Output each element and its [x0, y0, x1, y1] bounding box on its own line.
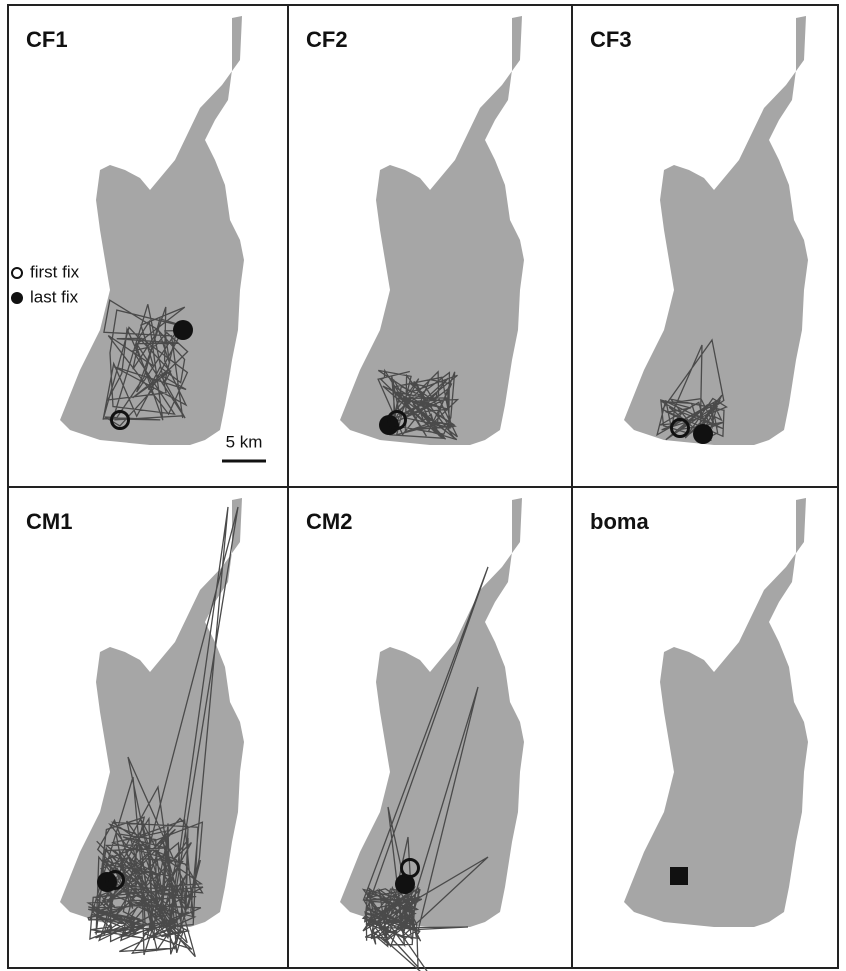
legend-first-symbol [11, 267, 23, 279]
park-outline [624, 498, 808, 927]
park-outline [60, 16, 244, 445]
legend-first: first fix [30, 262, 80, 281]
map-panel: boma [590, 498, 808, 927]
panel-label: boma [590, 509, 649, 534]
last-fix [395, 874, 415, 894]
map-panel: CM2 [306, 498, 524, 971]
map-panel: CM1 [26, 498, 244, 958]
track [86, 506, 239, 958]
boma-marker [670, 867, 688, 885]
maps: CF1 CF2 CF3 CM1 CM2 boma [26, 16, 808, 971]
map-panel: CF2 [306, 16, 524, 445]
last-fix [693, 424, 713, 444]
park-outline [624, 16, 808, 445]
last-fix [173, 320, 193, 340]
first-fix [387, 410, 407, 430]
park-outline [340, 16, 524, 445]
panel-label: CF3 [590, 27, 632, 52]
track [102, 299, 193, 427]
panel-label: CF1 [26, 27, 68, 52]
track [377, 368, 460, 441]
first-fix [400, 858, 420, 878]
first-fix [110, 410, 130, 430]
park-outline [60, 498, 244, 927]
track [361, 566, 489, 971]
first-fix [105, 870, 125, 890]
scale-label: 5 km [226, 432, 263, 451]
scale-bar: 5 km [222, 432, 266, 463]
legend-last-symbol [11, 292, 23, 304]
map-panel: CF1 [26, 16, 244, 445]
park-outline [340, 498, 524, 927]
map-panel: CF3 [590, 16, 808, 445]
panel-label: CM2 [306, 509, 352, 534]
first-fix [670, 418, 690, 438]
panel-label: CF2 [306, 27, 348, 52]
track [656, 338, 728, 442]
panel-label: CM1 [26, 509, 72, 534]
legend: first fix last fix [11, 262, 80, 306]
legend-last: last fix [30, 287, 79, 306]
